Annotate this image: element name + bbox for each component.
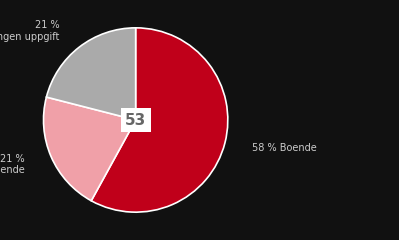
Wedge shape: [43, 97, 136, 201]
Text: 53: 53: [125, 113, 146, 127]
Wedge shape: [46, 28, 136, 120]
Text: 21 %
Utomstäende: 21 % Utomstäende: [0, 154, 25, 175]
Text: 21 %
Ingen uppgift: 21 % Ingen uppgift: [0, 20, 59, 42]
Text: 58 % Boende: 58 % Boende: [252, 143, 317, 153]
Wedge shape: [91, 28, 228, 212]
